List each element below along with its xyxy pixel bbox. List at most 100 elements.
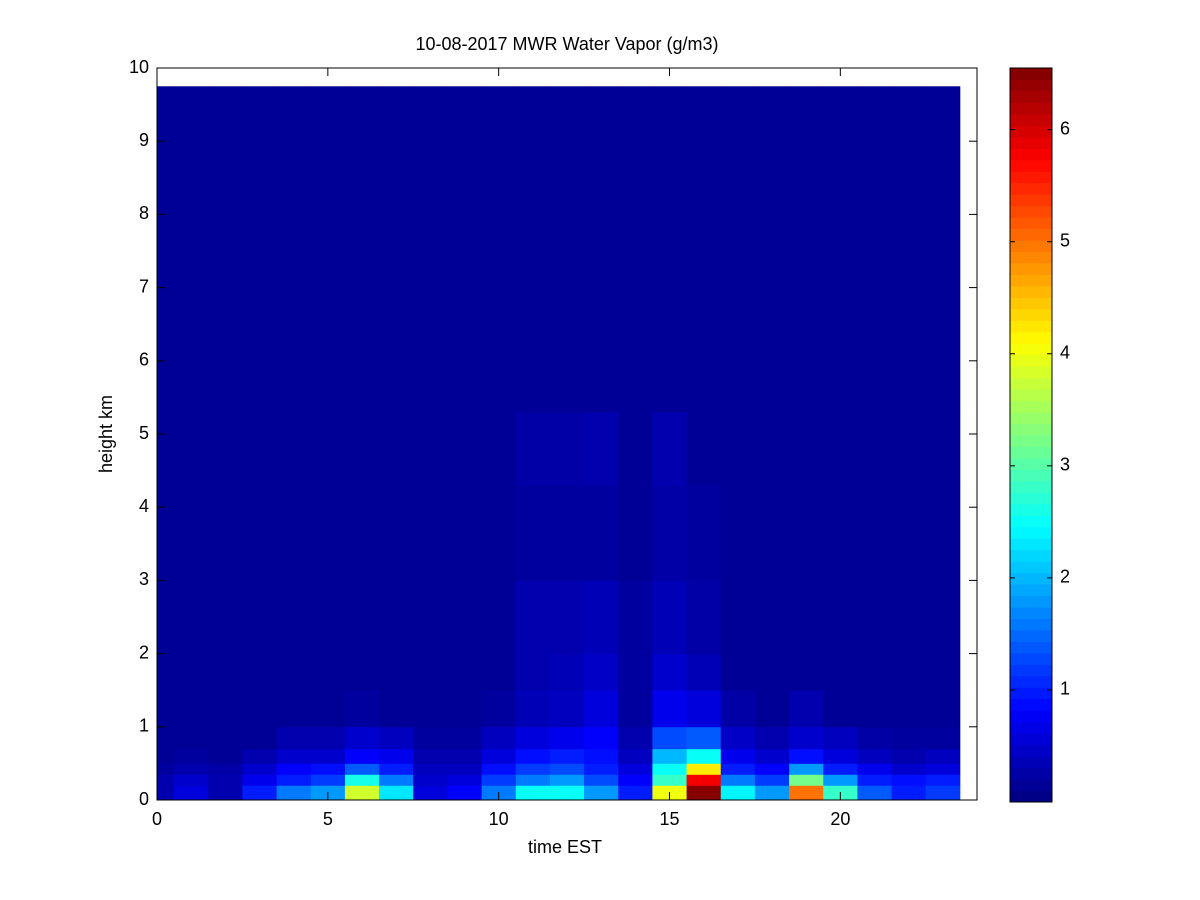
- colorbar-segment: [1010, 251, 1052, 264]
- heatmap-cell: [584, 774, 619, 786]
- heatmap-cell: [925, 792, 961, 801]
- heatmap-cell: [208, 792, 243, 801]
- heatmap-cell: [686, 412, 722, 486]
- colorbar-segment: [1010, 285, 1052, 298]
- heatmap-cell: [481, 748, 517, 764]
- heatmap-cell: [720, 785, 756, 794]
- heatmap-cell: [157, 690, 175, 728]
- y-tick-label: 3: [139, 569, 149, 589]
- colorbar-segment: [1010, 102, 1052, 115]
- heatmap-cell: [242, 792, 277, 801]
- heatmap-cell: [208, 690, 243, 728]
- heatmap-cell: [174, 485, 209, 581]
- heatmap-cell: [789, 580, 824, 654]
- colorbar-segment: [1010, 68, 1052, 80]
- heatmap-cell: [413, 690, 448, 728]
- heatmap-cell: [652, 412, 687, 486]
- chart-title: 10-08-2017 MWR Water Vapor (g/m3): [415, 34, 718, 54]
- heatmap-cell: [754, 774, 790, 786]
- heatmap-cell: [515, 785, 551, 794]
- heatmap-cell: [344, 485, 380, 581]
- colorbar-segment: [1010, 308, 1052, 321]
- heatmap-cell: [618, 726, 653, 750]
- heatmap-cell: [686, 653, 722, 691]
- heatmap-cell: [549, 792, 585, 801]
- colorbar-segment: [1010, 90, 1052, 103]
- colorbar-segment: [1010, 767, 1052, 780]
- heatmap-cell: [310, 653, 346, 691]
- heatmap-cell: [242, 412, 277, 486]
- heatmap-cell: [208, 86, 243, 413]
- heatmap-cell: [891, 785, 927, 794]
- heatmap-cell: [857, 748, 892, 764]
- colorbar-segment: [1010, 515, 1052, 528]
- heatmap-cell: [618, 785, 653, 794]
- heatmap-cell: [925, 412, 961, 486]
- heatmap-cell: [157, 412, 175, 486]
- heatmap-cell: [379, 86, 414, 413]
- heatmap-cell: [276, 748, 312, 764]
- heatmap-cell: [481, 690, 517, 728]
- heatmap-cell: [925, 763, 961, 775]
- colorbar-segment: [1010, 790, 1052, 803]
- heatmap-cell: [481, 726, 517, 750]
- heatmap-cell: [720, 412, 756, 486]
- heatmap-cell: [447, 774, 482, 786]
- colorbar-segment: [1010, 79, 1052, 92]
- heatmap-cell: [754, 763, 790, 775]
- colorbar-segment: [1010, 652, 1052, 665]
- heatmap-cell: [857, 86, 892, 413]
- heatmap-cell: [344, 412, 380, 486]
- heatmap-cell: [174, 86, 209, 413]
- colorbar-tick-label: 6: [1060, 118, 1070, 138]
- heatmap-cell: [447, 792, 482, 801]
- heatmap-cell: [310, 485, 346, 581]
- heatmap-cell: [789, 86, 824, 413]
- heatmap-cell: [652, 690, 687, 728]
- heatmap-cell: [344, 763, 380, 775]
- heatmap-cell: [174, 580, 209, 654]
- colorbar-segment: [1010, 721, 1052, 734]
- heatmap-cell: [549, 774, 585, 786]
- heatmap-cell: [823, 485, 858, 581]
- colorbar-segment: [1010, 618, 1052, 631]
- heatmap-cell: [652, 785, 687, 794]
- heatmap-cell: [720, 763, 756, 775]
- heatmap-cell: [174, 653, 209, 691]
- heatmap-cell: [379, 792, 414, 801]
- heatmap-cell: [823, 785, 858, 794]
- heatmap-cell: [344, 748, 380, 764]
- heatmap-cell: [618, 653, 653, 691]
- heatmap-cell: [891, 763, 927, 775]
- heatmap-cell: [652, 86, 687, 413]
- heatmap-cell: [823, 690, 858, 728]
- heatmap-cell: [891, 690, 927, 728]
- heatmap-cell: [413, 726, 448, 750]
- heatmap-cell: [157, 748, 175, 764]
- heatmap-cell: [515, 792, 551, 801]
- heatmap-cell: [157, 763, 175, 775]
- heatmap-cell: [652, 763, 687, 775]
- heatmap-cell: [276, 86, 312, 413]
- y-tick-label: 6: [139, 350, 149, 370]
- colorbar-segment: [1010, 492, 1052, 505]
- heatmap-cell: [447, 485, 482, 581]
- heatmap-cell: [208, 763, 243, 775]
- colorbar-segment: [1010, 343, 1052, 356]
- heatmap-cell: [174, 785, 209, 794]
- heatmap-cell: [344, 726, 380, 750]
- heatmap-cell: [208, 580, 243, 654]
- colorbar-segment: [1010, 297, 1052, 310]
- colorbar-segment: [1010, 435, 1052, 447]
- heatmap-cell: [549, 580, 585, 654]
- heatmap-cell: [754, 485, 790, 581]
- heatmap-cell: [925, 86, 961, 413]
- heatmap-cell: [584, 748, 619, 764]
- heatmap-cell: [823, 412, 858, 486]
- heatmap-cell: [857, 792, 892, 801]
- heatmap-cell: [925, 726, 961, 750]
- colorbar-segment: [1010, 136, 1052, 149]
- heatmap-cell: [242, 580, 277, 654]
- colorbar-segment: [1010, 171, 1052, 184]
